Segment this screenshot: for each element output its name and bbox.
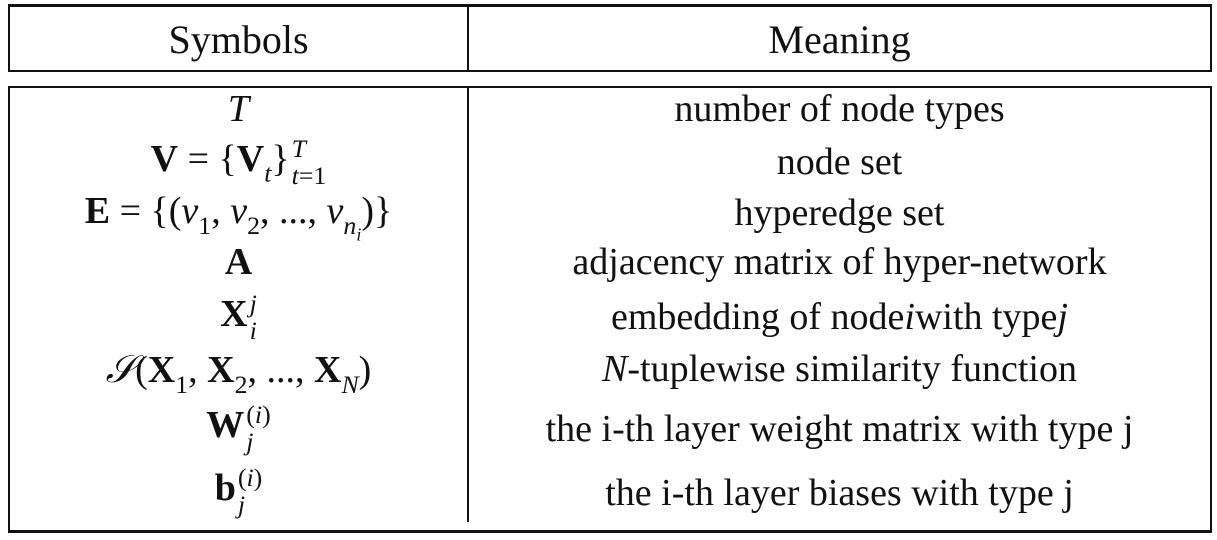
meaning-cell-adjacency: adjacency matrix of hyper-network — [572, 241, 1107, 283]
header-left-border — [8, 7, 10, 70]
column-header-symbols: Symbols — [168, 16, 309, 62]
header-column-divider — [467, 7, 469, 70]
header-right-border — [1210, 7, 1212, 70]
symbol-cell-hyperedge-set: E = {(v1, v2, ..., vni)} — [10, 189, 467, 245]
math-symbol-similarity: 𝒮(X1, X2, ..., XN) — [105, 346, 372, 399]
meaning-cell-embedding: embedding of node i with type j — [469, 294, 1210, 340]
meaning-rest: -tuplewise similarity function — [627, 348, 1077, 390]
symbol-cell-adjacency: A — [10, 240, 467, 284]
symbol-cell-similarity: 𝒮(X1, X2, ..., XN) — [10, 346, 467, 399]
table-header-rule-2 — [8, 86, 1212, 88]
meaning-variable-j: j — [1057, 296, 1068, 338]
table-top-rule — [8, 4, 1212, 7]
table-bottom-rule — [8, 530, 1212, 533]
symbol-cell-weight: W (i) j — [10, 396, 467, 460]
math-symbol-a: A — [224, 241, 253, 283]
column-header-meaning: Meaning — [768, 16, 911, 62]
body-right-border — [1210, 88, 1212, 530]
meaning-cell-bias: the i-th layer biases with type j — [605, 472, 1074, 514]
symbol-cell-bias: b (i) j — [10, 458, 467, 524]
meaning-middle: with type — [914, 296, 1058, 338]
math-symbol-w-ij: W (i) j — [206, 399, 271, 456]
math-symbol-e-set: E = {(v1, v2, ..., vni)} — [84, 189, 393, 245]
math-symbol-b-ij: b (i) j — [214, 462, 263, 519]
meaning-prefix: embedding of node — [611, 296, 905, 338]
meaning-variable-i: i — [904, 296, 915, 338]
meaning-cell-weight: the i-th layer weight matrix with type j — [545, 408, 1134, 450]
table-header-rule-1 — [8, 70, 1212, 72]
symbol-cell-node-types: T — [10, 88, 467, 130]
body-left-border — [8, 88, 10, 530]
meaning-cell-similarity: N -tuplewise similarity function — [469, 346, 1210, 392]
body-column-divider — [467, 88, 469, 522]
meaning-cell-node-types: number of node types — [674, 88, 1005, 130]
meaning-cell-node-set: node set — [776, 141, 903, 183]
math-symbol-t: T — [227, 88, 250, 130]
meaning-cell-hyperedge-set: hyperedge set — [734, 192, 945, 234]
meaning-variable-n: N — [602, 348, 628, 390]
